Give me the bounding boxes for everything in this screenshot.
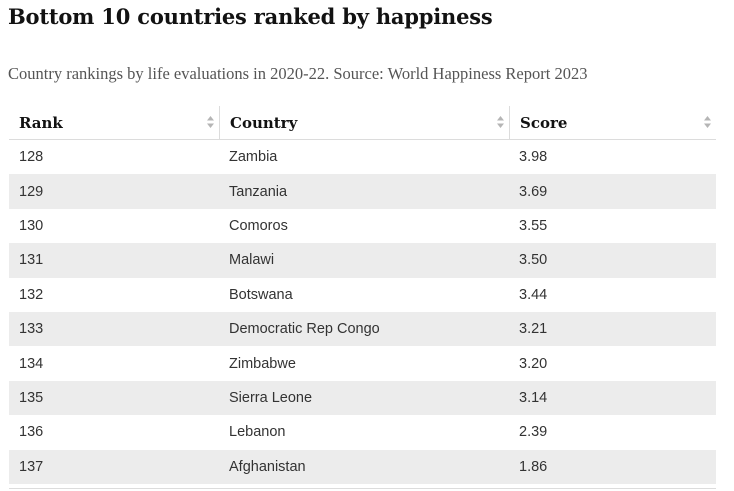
score-cell: 2.39 [519,424,548,441]
table-row: 134 Zimbabwe 3.20 [9,346,716,380]
table-row: 129 Tanzania 3.69 [9,174,716,209]
table-row: 132 Botswana 3.44 [9,278,716,312]
rank-cell: 132 [19,286,44,303]
score-cell: 3.50 [509,243,716,278]
country-cell: Democratic Rep Congo [219,311,509,347]
score-cell: 1.86 [509,449,716,484]
column-header-label: Rank [19,113,63,132]
table-row: 136 Lebanon 2.39 [9,415,716,449]
table-row: 137 Afghanistan 1.86 [9,449,716,484]
column-header-label: Score [520,113,568,132]
country-cell: Tanzania [219,174,509,209]
country-cell: Botswana [229,286,293,303]
score-cell: 3.44 [519,286,548,303]
rank-cell: 137 [9,449,219,484]
rank-cell: 134 [19,355,44,372]
rank-cell: 129 [9,174,219,209]
table-row: 131 Malawi 3.50 [9,243,716,278]
sort-icon[interactable] [703,115,712,129]
country-cell: Afghanistan [219,449,509,484]
score-cell: 3.98 [519,149,548,166]
country-cell: Sierra Leone [219,380,509,416]
score-cell: 3.14 [509,380,716,416]
rank-cell: 133 [9,311,219,347]
score-cell: 3.69 [509,174,716,209]
score-cell: 3.55 [519,217,548,234]
table-row: 135 Sierra Leone 3.14 [9,380,716,416]
table-header-row: Rank Country [9,106,716,140]
column-header-country[interactable]: Country [219,106,509,140]
rank-cell: 128 [19,149,44,166]
sort-icon[interactable] [206,115,215,129]
country-cell: Zambia [229,149,278,166]
country-cell: Comoros [229,217,288,234]
page-title: Bottom 10 countries ranked by happiness [8,4,493,29]
score-cell: 3.20 [519,355,548,372]
column-header-score[interactable]: Score [509,106,716,140]
page-subtitle: Country rankings by life evaluations in … [8,64,588,83]
rankings-table: Rank Country [9,106,716,484]
country-cell: Malawi [219,243,509,278]
rank-cell: 131 [9,243,219,278]
score-cell: 3.21 [509,311,716,347]
column-header-rank[interactable]: Rank [9,106,219,140]
rank-cell: 135 [9,380,219,416]
table-row: 130 Comoros 3.55 [9,209,716,243]
rank-cell: 130 [19,217,44,234]
table-bottom-divider [9,488,716,489]
table-row: 133 Democratic Rep Congo 3.21 [9,311,716,347]
table-row: 128 Zambia 3.98 [9,140,716,175]
sort-icon[interactable] [496,115,505,129]
column-header-label: Country [230,113,298,132]
rank-cell: 136 [19,424,44,441]
country-cell: Lebanon [229,424,286,441]
country-cell: Zimbabwe [229,355,296,372]
